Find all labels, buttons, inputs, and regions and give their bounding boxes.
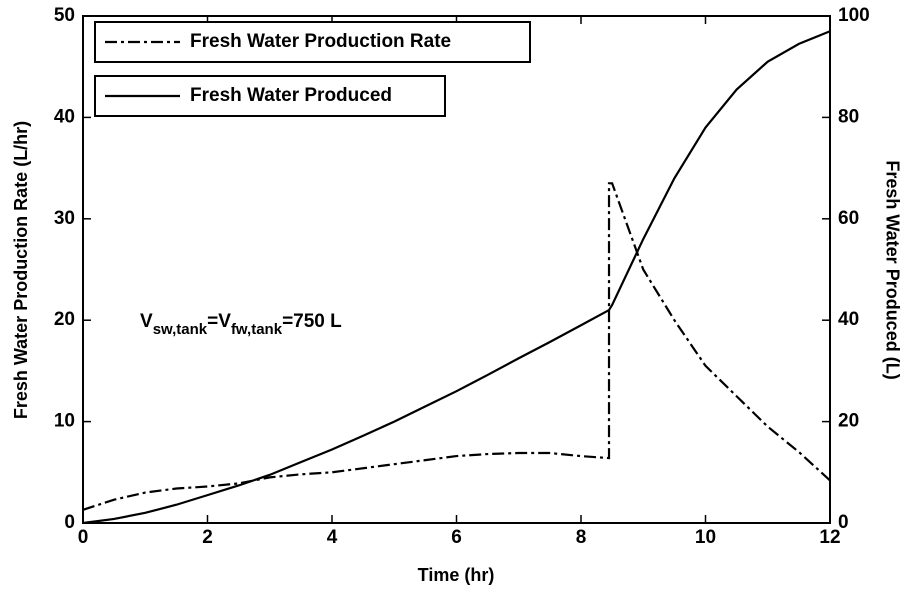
y-tick-label: 40 — [54, 106, 75, 127]
y-tick-label: 50 — [54, 5, 75, 26]
y2-tick-label: 100 — [838, 5, 870, 26]
legend-box — [94, 75, 446, 117]
x-axis-label: Time (hr) — [418, 565, 495, 585]
x-tick-label: 0 — [78, 527, 89, 548]
y2-tick-label: 20 — [838, 411, 859, 432]
y2-tick-label: 40 — [838, 309, 859, 330]
y2-tick-label: 0 — [838, 512, 849, 533]
legend-label: Fresh Water Produced — [190, 85, 392, 106]
y2-tick-label: 60 — [838, 208, 859, 229]
annotation-part: V — [140, 311, 153, 332]
annotation: Vsw,tank=Vfw,tank=750 L — [140, 311, 342, 338]
x-tick-label: 2 — [202, 527, 213, 548]
series-line — [82, 30, 831, 525]
y-tick-label: 10 — [54, 411, 75, 432]
y-axis-label: Fresh Water Production Rate (L/hr) — [11, 121, 31, 419]
annotation-part: =750 L — [282, 311, 342, 332]
annotation-part: =V — [207, 311, 231, 332]
x-tick-label: 4 — [327, 527, 338, 548]
annotation-part: fw,tank — [231, 321, 283, 338]
x-tick-label: 8 — [576, 527, 587, 548]
y2-tick-label: 80 — [838, 106, 859, 127]
x-tick-label: 12 — [819, 527, 840, 548]
y-tick-label: 20 — [54, 309, 75, 330]
legend-label: Fresh Water Production Rate — [190, 31, 451, 52]
y-tick-label: 30 — [54, 208, 75, 229]
series-line — [82, 182, 831, 511]
y2-axis-label: Fresh Water Produced (L) — [882, 160, 902, 379]
y-tick-label: 0 — [64, 512, 75, 533]
x-tick-label: 10 — [695, 527, 716, 548]
x-tick-label: 6 — [451, 527, 462, 548]
annotation-part: sw,tank — [153, 321, 208, 338]
